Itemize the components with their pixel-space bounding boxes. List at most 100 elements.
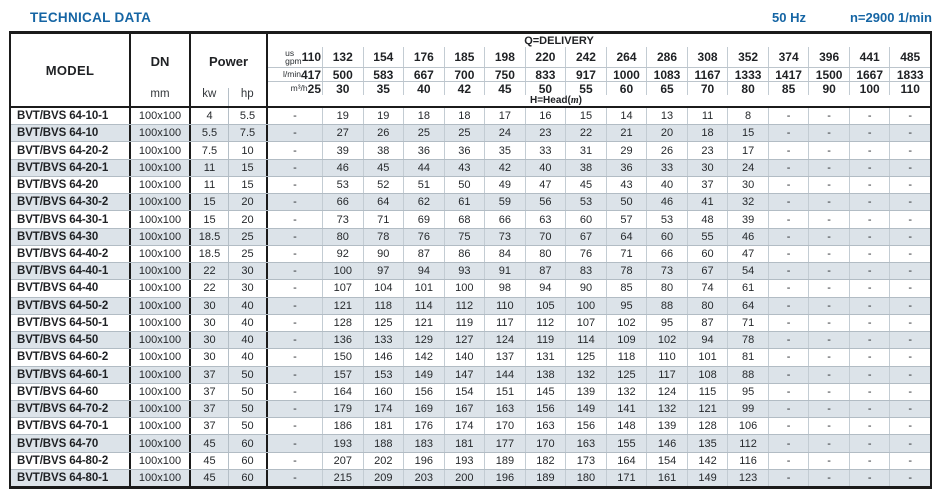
head-value-cell: 23 <box>524 125 566 142</box>
head-value-cell: - <box>808 366 849 383</box>
model-cell: BVT/BVS 64-20-2 <box>11 142 131 159</box>
dn-cell: 100x100 <box>131 159 191 176</box>
table-row: BVT/BVS 64-30-2 100x100 15 20-66 64 62 61 59 56 5… <box>11 193 930 211</box>
head-value-cell: 76 <box>565 245 606 263</box>
model-cell: BVT/BVS 64-80-1 <box>11 469 131 487</box>
head-value-cell: 150 <box>322 349 363 366</box>
model-cell: BVT/BVS 64-50 <box>11 332 131 349</box>
head-value-cell: 53 <box>646 211 687 228</box>
lmin-value: 700 <box>443 68 485 82</box>
head-value-cell: - <box>889 280 930 297</box>
model-cell: BVT/BVS 64-60-1 <box>11 366 131 383</box>
head-value-cell: 18 <box>686 125 728 142</box>
head-value-cell: - <box>293 110 297 123</box>
kw-cell: 30 <box>191 314 229 332</box>
m3h-value: 35 <box>362 82 404 96</box>
head-value-cell: 39 <box>322 142 363 159</box>
model-cell: BVT/BVS 64-30-2 <box>11 194 131 211</box>
head-value-cell: - <box>848 469 890 487</box>
model-cell: BVT/BVS 64-60-2 <box>11 349 131 366</box>
head-value-cell: - <box>767 263 809 280</box>
head-value-cell: - <box>848 194 890 211</box>
m3h-value: 70 <box>686 82 728 96</box>
head-value-cell: 33 <box>524 142 566 159</box>
head-value-cell: - <box>767 176 809 194</box>
table-header: MODEL DN mm Power kw hp Q=DELIVERY us <box>11 34 930 108</box>
head-value-cell: 46 <box>646 194 687 211</box>
head-value-cell: 132 <box>646 400 687 418</box>
dn-cell: 100x100 <box>131 297 191 314</box>
gpm-value: 242 <box>565 47 606 67</box>
head-value-cell: 73 <box>484 228 525 245</box>
head-value-cell: 127 <box>443 332 485 349</box>
head-value-cell: - <box>293 351 297 364</box>
head-value-cell: 59 <box>484 194 525 211</box>
kw-cell: 37 <box>191 383 229 400</box>
head-value-cell: 123 <box>727 469 768 487</box>
head-value-cell: 45 <box>362 159 404 176</box>
head-value-cell: 64 <box>605 228 647 245</box>
head-value-cell: 146 <box>646 435 687 452</box>
head-value-cell: 207 <box>322 452 363 469</box>
kw-cell: 11 <box>191 159 229 176</box>
head-value-cell: 121 <box>322 297 363 314</box>
head-value-cell: - <box>767 435 809 452</box>
head-value-cell: - <box>767 108 809 125</box>
head-value-cell: 188 <box>362 435 404 452</box>
lmin-value: 667 <box>403 68 444 82</box>
head-value-cell: 74 <box>686 280 728 297</box>
head-value-cell: - <box>293 161 297 174</box>
head-value-cell: 174 <box>362 400 404 418</box>
dn-cell: 100x100 <box>131 263 191 280</box>
m3h-value: 90 <box>808 82 849 96</box>
head-value-cell: - <box>808 332 849 349</box>
head-value-cell: 151 <box>484 383 525 400</box>
head-value-cell: - <box>889 108 930 125</box>
head-value-cell: 53 <box>565 194 606 211</box>
head-value-cell: 193 <box>443 452 485 469</box>
table-row: BVT/BVS 64-50-2 100x100 30 40-121 118 114 112 1… <box>11 296 930 314</box>
gpm-value: 154 <box>362 47 404 67</box>
head-value-cell: 161 <box>646 469 687 487</box>
head-value-cell: 51 <box>403 176 444 194</box>
head-value-cell: - <box>767 332 809 349</box>
head-value-cell: 11 <box>686 108 728 125</box>
hp-cell: 60 <box>229 452 268 469</box>
head-value-cell: - <box>848 280 890 297</box>
gpm-value: 485 <box>889 47 930 67</box>
dn-cell: 100x100 <box>131 332 191 349</box>
head-value-cell: 112 <box>443 297 485 314</box>
head-value-cell: 149 <box>403 366 444 383</box>
head-value-cell: - <box>293 247 297 260</box>
gpm-unit-label: us gpm <box>285 47 302 66</box>
head-value-cell: 169 <box>403 400 444 418</box>
dn-cell: 100x100 <box>131 383 191 400</box>
m3h-value: 60 <box>605 82 647 96</box>
col-header-power: Power kw hp <box>191 34 268 106</box>
head-value-cell: 68 <box>443 211 485 228</box>
head-value-cell: - <box>889 349 930 366</box>
head-value-cell: 171 <box>605 469 647 487</box>
head-value-cell: - <box>808 314 849 332</box>
head-value-cell: 47 <box>524 176 566 194</box>
hp-unit-label: hp <box>240 88 254 100</box>
delivery-header-group: Q=DELIVERY us gpm 110 132 154 176 185 198 220… <box>268 34 930 106</box>
head-value-cell: 53 <box>322 176 363 194</box>
dn-cell: 100x100 <box>131 469 191 487</box>
head-value-cell: - <box>293 368 297 381</box>
head-value-cell: - <box>767 142 809 159</box>
head-value-cell: 170 <box>484 418 525 435</box>
head-value-cell: 121 <box>403 314 444 332</box>
table-row: BVT/BVS 64-20-1 100x100 11 15-46 45 44 43 42 40 3… <box>11 158 930 176</box>
head-value-cell: 193 <box>322 435 363 452</box>
head-value-cell: 81 <box>727 349 768 366</box>
kw-cell: 22 <box>191 263 229 280</box>
model-cell: BVT/BVS 64-40-2 <box>11 245 131 263</box>
head-value-cell: 189 <box>524 469 566 487</box>
head-value-cell: 101 <box>686 349 728 366</box>
head-value-cell: 20 <box>646 125 687 142</box>
head-value-cell: 118 <box>362 297 404 314</box>
head-value-cell: - <box>848 108 890 125</box>
head-value-cell: 39 <box>727 211 768 228</box>
head-value-cell: 38 <box>362 142 404 159</box>
